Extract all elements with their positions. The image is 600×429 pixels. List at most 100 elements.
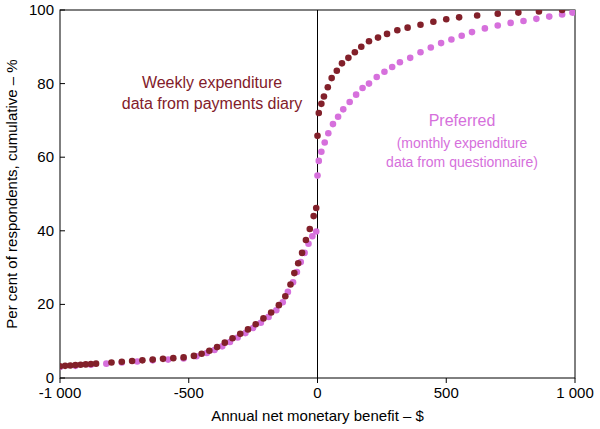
point [291,270,298,277]
point [494,10,501,17]
point [373,74,380,81]
x-tick-label: 500 [434,384,459,401]
data-points [60,10,575,370]
point [389,64,396,71]
point [245,326,252,333]
x-tick [317,378,318,383]
point [321,93,328,100]
point [299,250,306,257]
point [345,55,352,62]
point [417,49,424,56]
point [318,148,325,155]
annotation-line: (monthly expenditure [397,135,528,151]
point [456,14,463,21]
point [353,91,360,98]
y-tick-label: 20 [37,295,54,312]
point [515,10,522,16]
y-tick-label: 80 [37,75,54,92]
point [314,172,321,179]
point [359,85,366,92]
point [206,347,213,354]
point [533,16,540,23]
point [474,12,481,19]
point [482,25,489,32]
point [559,10,566,13]
point [149,357,156,364]
point [310,213,317,220]
point [214,344,221,351]
point [198,350,205,357]
point [407,55,414,62]
point [381,69,388,76]
series-label-line: Weekly expenditure [142,74,282,91]
y-tick [60,230,65,231]
point [313,228,320,235]
point [366,80,373,87]
point [282,293,289,300]
point [339,60,346,67]
point [494,22,501,29]
point [170,355,177,362]
x-tick-label: -500 [174,384,204,401]
point [417,21,424,28]
point [346,99,353,106]
point [430,18,437,25]
point [268,309,275,316]
chart: 020406080100-1 000-50005001 000Annual ne… [0,0,600,429]
point [321,139,328,146]
point [352,49,359,56]
point [229,335,236,342]
point [160,356,167,363]
series-label: Weekly expendituredata from payments dia… [122,74,303,112]
annotation-line: data from questionnaire) [386,154,538,170]
x-tick [575,378,576,383]
point [358,44,365,51]
x-tick [188,378,189,383]
point [340,106,347,113]
x-tick [446,378,447,383]
point [306,226,313,233]
point [330,121,337,128]
point [222,339,229,346]
point [139,357,146,364]
point [129,358,136,365]
point [569,10,575,16]
annotation: (monthly expenditure data from questionna… [386,135,538,170]
point [334,67,341,74]
point [276,302,283,309]
y-tick-label: 100 [29,1,54,18]
y-tick [60,157,65,158]
point [93,360,100,367]
point [119,359,126,366]
y-tick [60,304,65,305]
point [315,110,322,117]
point [303,237,310,244]
y-tick-label: 60 [37,148,54,165]
point [536,10,543,15]
point [366,38,373,45]
point [394,27,401,34]
y-tick [60,83,65,84]
point [335,113,342,120]
point [397,59,404,66]
point [375,34,382,41]
point [448,36,455,43]
x-tick-label: 0 [313,384,321,401]
point [507,20,514,27]
point [180,354,187,361]
point [237,331,244,338]
point [325,84,332,91]
point [443,16,450,23]
x-tick [60,378,61,383]
series [60,10,575,370]
point [149,356,156,363]
point [295,260,302,267]
series [60,10,565,370]
point [469,29,476,36]
point [546,13,553,20]
point [404,24,411,31]
plot-frame [60,10,575,378]
point [328,75,335,82]
point [252,321,259,328]
point [520,18,527,25]
